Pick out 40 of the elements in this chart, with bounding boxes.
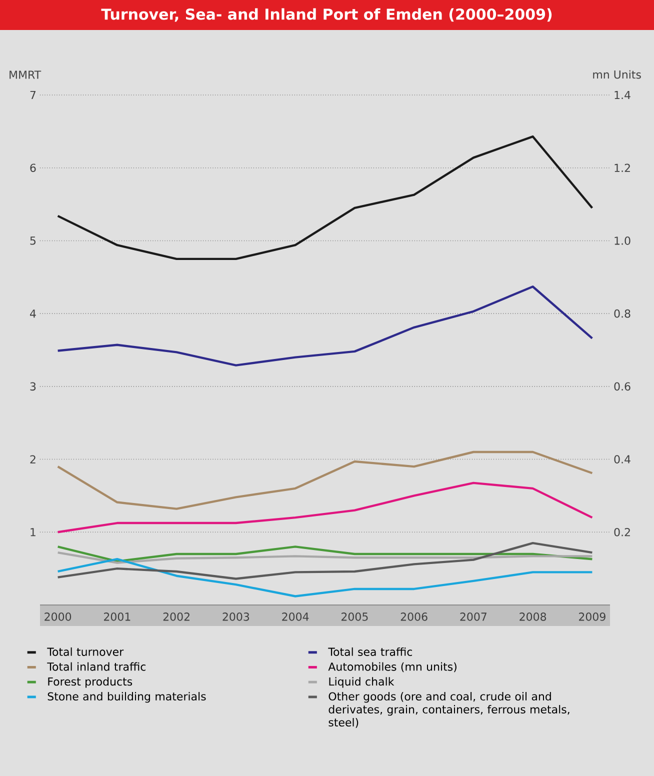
y-tick-label: 2: [30, 455, 36, 464]
y-tick-label: 1: [30, 528, 36, 536]
line-series: [56, 450, 594, 510]
legend-label: Forest products: [48, 677, 132, 688]
x-tick-label: 2006: [400, 612, 428, 621]
legend-label: Automobiles (mn units): [328, 662, 456, 672]
y2-tick-label: 0.4: [614, 455, 630, 464]
legend-label: Stone and building materials: [48, 692, 206, 703]
y-tick-label: 7: [30, 90, 36, 100]
y-axis-title: MMRT: [10, 70, 42, 79]
legend-label: Other goods (ore and coal, crude oil and derivates, grain, containers, ferrous metals, steel): [328, 692, 570, 728]
legend-label: Total turnover: [47, 647, 124, 656]
x-tick-label: 2005: [341, 612, 368, 621]
y-tick-label: 3: [30, 382, 36, 391]
legend-label: Liquid chalk: [329, 677, 394, 688]
x-tick-label: 2001: [104, 612, 130, 621]
x-tick-label: 2004: [282, 612, 309, 621]
line-series: [56, 286, 594, 366]
y2-tick-label: 1.2: [614, 164, 630, 172]
line-series: [56, 558, 594, 598]
y2-tick-label: 0.8: [614, 309, 630, 318]
line-series: [56, 135, 594, 260]
x-tick-label: 2002: [163, 612, 190, 621]
x-tick-label: 2000: [44, 612, 72, 621]
y-tick-label: 4: [30, 310, 36, 318]
y2-tick-label: 1.4: [614, 90, 630, 100]
x-tick-label: 2007: [460, 612, 486, 621]
x-tick-label: 2008: [520, 612, 546, 621]
y2-axis-title: mn Units: [593, 70, 641, 79]
legend-label: Total sea traffic: [328, 647, 412, 656]
line-series: [56, 542, 594, 580]
legend-label: Total inland traffic: [47, 662, 146, 671]
x-tick-label: 2009: [578, 612, 606, 621]
y2-tick-label: 0.2: [614, 528, 630, 536]
y-tick-label: 6: [30, 164, 36, 172]
y2-tick-label: 1.0: [614, 236, 630, 245]
y-tick-label: 5: [30, 236, 36, 245]
chart-title: Turnover, Sea- and Inland Port of Emden (2000–2009): [101, 8, 552, 22]
x-tick-label: 2003: [222, 612, 250, 621]
y2-tick-label: 0.6: [614, 382, 630, 391]
